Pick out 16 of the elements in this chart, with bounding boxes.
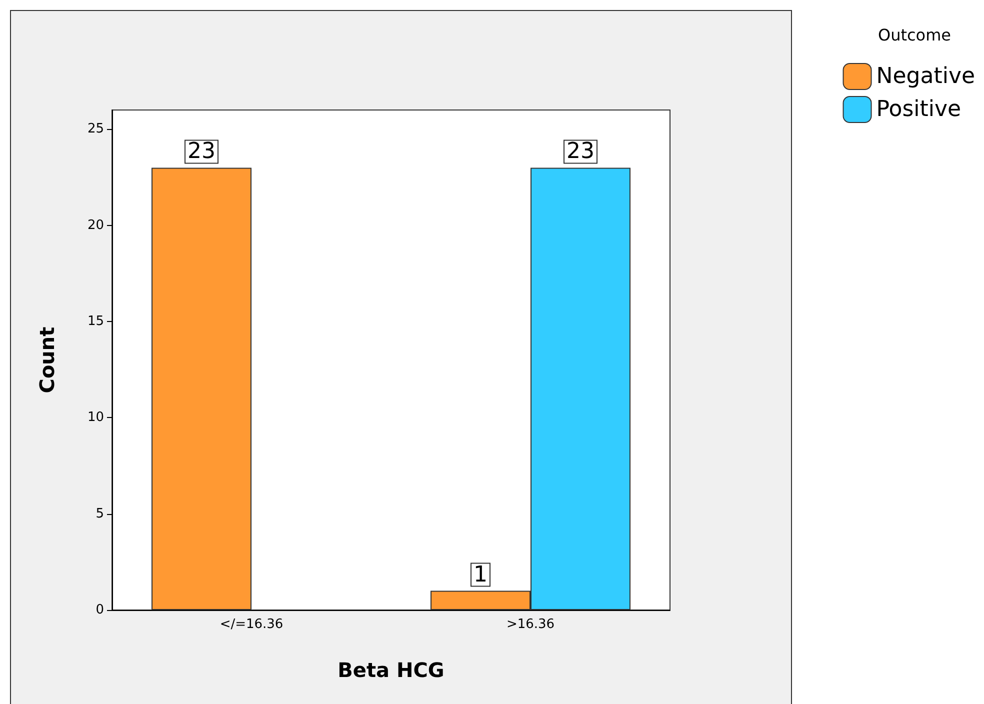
y-tick-label: 5: [96, 506, 104, 522]
legend-label: Positive: [876, 97, 962, 122]
y-tick-label: 20: [87, 218, 104, 233]
x-axis-title: Beta HCG: [338, 658, 444, 682]
data-label: 23: [566, 139, 594, 164]
legend-title: Outcome: [878, 26, 952, 44]
x-tick-label: >16.36: [506, 617, 555, 632]
x-tick-label: </=16.36: [220, 617, 284, 632]
data-label: 1: [474, 562, 488, 588]
legend-label: Negative: [876, 64, 976, 89]
y-tick-label: 15: [87, 314, 104, 330]
y-tick-label: 25: [87, 122, 104, 137]
y-tick-label: 10: [87, 410, 104, 426]
data-label: 23: [188, 139, 216, 164]
y-axis-title: Count: [35, 326, 59, 394]
y-tick-label: 0: [96, 602, 104, 618]
